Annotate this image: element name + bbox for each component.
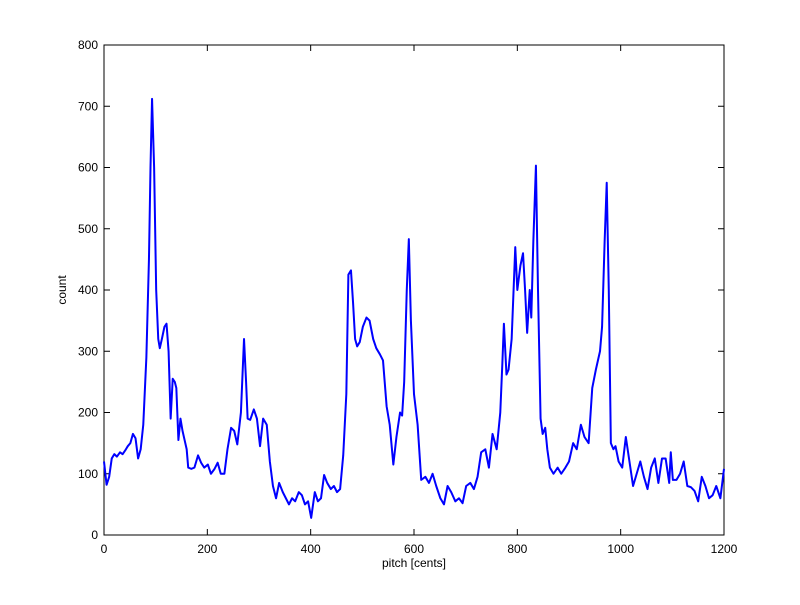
y-axis-label: count [55,275,69,305]
x-axis-label: pitch [cents] [382,556,446,570]
x-tick-label: 600 [404,542,424,556]
y-tick-label: 0 [91,528,98,542]
y-tick-label: 600 [78,161,98,175]
data-line [103,97,725,519]
y-tick-label: 400 [78,283,98,297]
y-tick-label: 500 [78,222,98,236]
y-tick-label: 200 [78,406,98,420]
x-tick-label: 400 [301,542,321,556]
y-tick-label: 700 [78,99,98,113]
x-tick-label: 1000 [607,542,634,556]
axes-box [103,44,725,536]
x-tick-label: 1200 [711,542,738,556]
x-tick-label: 0 [101,542,108,556]
x-tick-label: 200 [197,542,217,556]
x-tick-label: 800 [507,542,527,556]
y-tick-label: 300 [78,344,98,358]
y-tick-label: 800 [78,38,98,52]
y-tick-label: 100 [78,467,98,481]
